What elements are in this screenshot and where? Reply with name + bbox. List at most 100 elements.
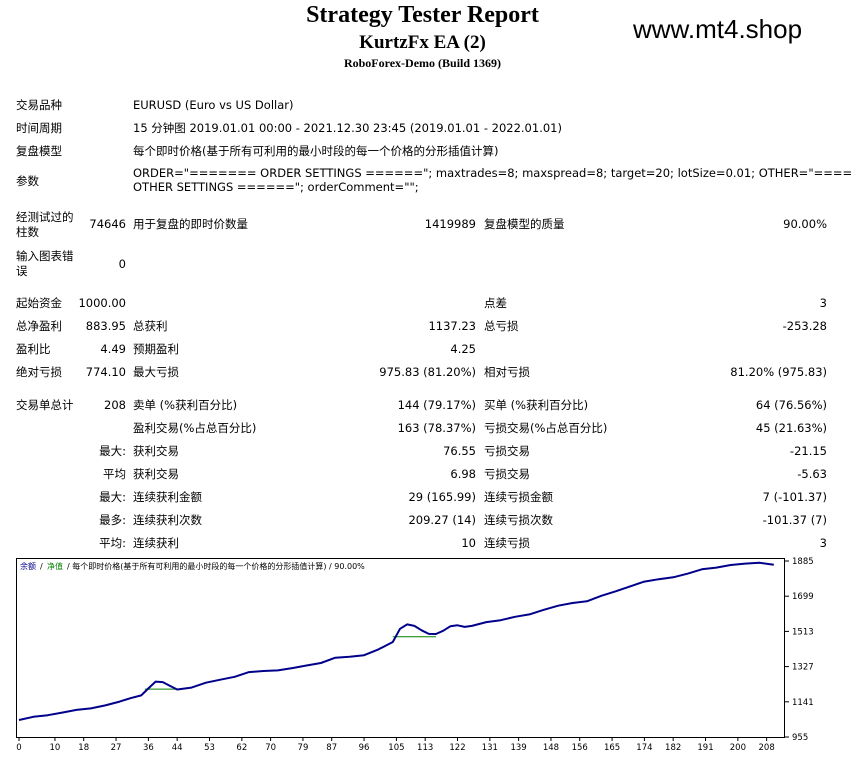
symbol-label: 交易品种: [16, 98, 62, 112]
x-tick-label: 0: [16, 743, 21, 752]
symbol-value: EURUSD (Euro vs US Dollar): [133, 98, 294, 112]
model-value: 每个即时价格(基于所有可利用的最小时段的每一个价格的分形插值计算): [133, 144, 499, 158]
abs-drawdown-label: 绝对亏损: [16, 365, 62, 379]
quality-label: 复盘模型的质量: [484, 217, 565, 231]
x-tick-label: 87: [326, 743, 337, 752]
balance-chart: 余额 / 净值 / 每个即时价格(基于所有可利用的最小时段的每一个价格的分形插值…: [16, 557, 814, 752]
deposit-label: 起始资金: [16, 296, 62, 310]
loss-trades-value: 45 (21.63%): [755, 421, 827, 435]
avg-cons-loss-value: 3: [819, 536, 827, 550]
ticks-label: 用于复盘的即时价数量: [133, 217, 248, 231]
gross-loss-value: -253.28: [782, 319, 827, 333]
abs-drawdown-value: 774.10: [85, 365, 126, 379]
y-tick-label: 955: [792, 733, 808, 743]
spread-label: 点差: [484, 296, 507, 310]
cons-loss-amount-value: 7 (-101.37): [762, 490, 827, 504]
spread-value: 3: [819, 296, 827, 310]
largest-profit-value: 76.55: [443, 444, 476, 458]
avg-loss-label: 亏损交易: [484, 467, 530, 481]
model-label: 复盘模型: [16, 144, 62, 158]
x-tick-label: 70: [265, 743, 276, 752]
ticks-value: 1419989: [424, 217, 476, 231]
bars-label-line-1: 经测试过的: [16, 210, 74, 224]
quality-value: 90.00%: [783, 217, 827, 231]
net-profit-label: 总净盈利: [16, 319, 62, 333]
profit-trades-value: 163 (78.37%): [397, 421, 476, 435]
most-prefix: 最多:: [99, 513, 126, 527]
short-trades-value: 144 (79.17%): [397, 398, 476, 412]
period-label: 时间周期: [16, 121, 62, 135]
avg-loss-value: -5.63: [797, 467, 827, 481]
y-tick-label: 1327: [792, 663, 814, 673]
x-tick-label: 44: [172, 743, 183, 752]
x-tick-label: 18: [78, 743, 89, 752]
x-tick-label: 182: [665, 743, 681, 752]
x-tick-label: 174: [636, 743, 652, 752]
x-tick-label: 105: [388, 743, 404, 752]
gross-profit-label: 总获利: [133, 319, 168, 333]
avg-cons-prefix: 平均:: [99, 536, 126, 550]
cons-win-count-value: 209.27 (14): [408, 513, 476, 527]
max-drawdown-value: 975.83 (81.20%): [379, 365, 476, 379]
avg-cons-win-value: 10: [461, 536, 476, 550]
long-trades-label: 买单 (%获利百分比): [484, 398, 589, 412]
params-line-1: ORDER="======= ORDER SETTINGS ======"; m…: [133, 166, 851, 180]
payoff-label: 预期盈利: [133, 342, 179, 356]
legend-separator: /: [40, 562, 43, 571]
errors-label-line-2: 误: [16, 264, 28, 278]
largest-loss-value: -21.15: [789, 444, 827, 458]
y-tick-label: 1699: [792, 592, 814, 602]
payoff-value: 4.25: [450, 342, 476, 356]
errors-label-line-1: 输入图表错: [16, 249, 74, 263]
profit-factor-value: 4.49: [100, 342, 126, 356]
max-cons-prefix: 最大:: [99, 490, 126, 504]
rel-drawdown-value: 81.20% (975.83): [730, 365, 827, 379]
errors-value: 0: [118, 257, 126, 271]
largest-prefix: 最大:: [99, 444, 126, 458]
total-trades-value: 208: [104, 398, 126, 412]
cons-loss-count-value: -101.37 (7): [762, 513, 827, 527]
net-profit-value: 883.95: [85, 319, 126, 333]
bars-value: 74646: [89, 217, 126, 231]
x-tick-label: 165: [604, 743, 620, 752]
x-tick-label: 148: [543, 743, 559, 752]
legend-equity: 净值: [47, 561, 63, 571]
balance-line: [18, 561, 774, 721]
largest-loss-label: 亏损交易: [484, 444, 530, 458]
x-tick-label: 156: [572, 743, 588, 752]
cons-win-count-label: 连续获利次数: [133, 513, 202, 527]
x-tick-label: 131: [482, 743, 498, 752]
avg-cons-loss-label: 连续亏损: [484, 536, 530, 550]
total-trades-label: 交易单总计: [16, 398, 74, 412]
y-tick-label: 1513: [792, 627, 814, 637]
params-line-2: OTHER SETTINGS ======"; orderComment="";: [133, 180, 419, 194]
bars-label-line-2: 柱数: [16, 225, 39, 239]
profit-factor-label: 盈利比: [16, 342, 51, 356]
x-tick-label: 122: [449, 743, 465, 752]
x-tick-label: 79: [298, 743, 309, 752]
x-tick-label: 139: [510, 743, 526, 752]
params-label: 参数: [16, 174, 39, 188]
x-tick-label: 62: [236, 743, 247, 752]
rel-drawdown-label: 相对亏损: [484, 365, 530, 379]
server-build: RoboForex-Demo (Build 1369): [343, 56, 502, 70]
largest-profit-label: 获利交易: [133, 444, 179, 458]
y-tick-label: 1141: [792, 698, 814, 708]
cons-loss-count-label: 连续亏损次数: [484, 513, 553, 527]
x-tick-label: 191: [697, 743, 713, 752]
legend-balance: 余额: [20, 561, 36, 571]
avg-cons-win-label: 连续获利: [133, 536, 179, 550]
gross-profit-value: 1137.23: [428, 319, 476, 333]
watermark-url: www.mt4.shop: [633, 14, 803, 44]
x-tick-label: 36: [143, 743, 154, 752]
long-trades-value: 64 (76.56%): [755, 398, 827, 412]
period-value: 15 分钟图 2019.01.01 00:00 - 2021.12.30 23:…: [133, 121, 562, 135]
legend-model-text: / 每个即时价格(基于所有可利用的最小时段的每一个价格的分形插值计算) / 90…: [67, 561, 365, 571]
x-tick-label: 96: [359, 743, 370, 752]
deposit-value: 1000.00: [78, 296, 126, 310]
avg-profit-label: 获利交易: [133, 467, 179, 481]
x-tick-label: 208: [759, 743, 775, 752]
x-tick-label: 10: [50, 743, 61, 752]
x-tick-label: 27: [111, 743, 122, 752]
cons-win-amount-label: 连续获利金额: [133, 490, 202, 504]
